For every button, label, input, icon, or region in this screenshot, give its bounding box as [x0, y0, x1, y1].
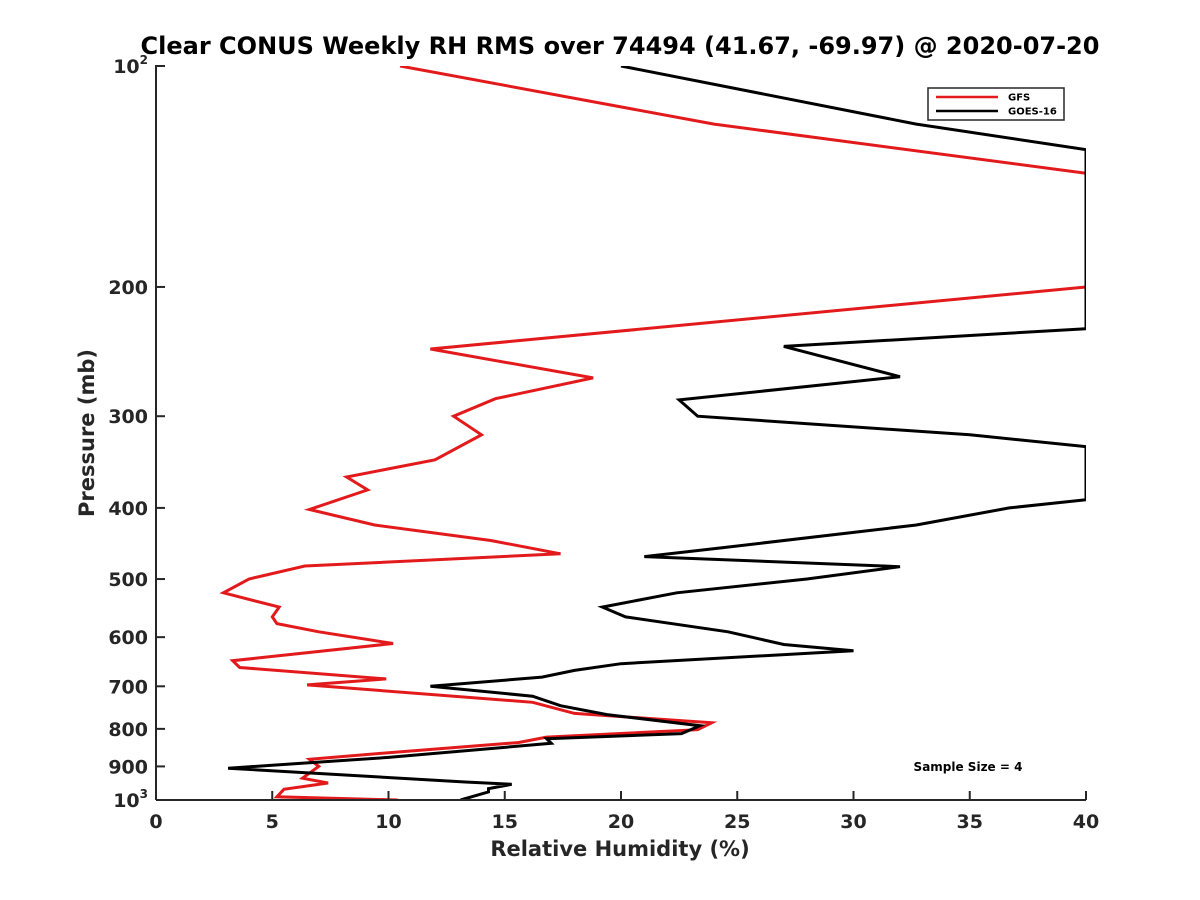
y-tick-base: 10: [113, 56, 139, 78]
y-tick-label: 700: [108, 676, 148, 698]
x-tick-label: 5: [266, 811, 279, 833]
x-tick-label: 10: [375, 811, 401, 833]
x-tick-label: 20: [608, 811, 634, 833]
legend-label-goes-16: GOES-16: [1008, 107, 1057, 118]
y-tick-label: 102: [113, 53, 148, 78]
x-tick-label: 0: [149, 811, 162, 833]
y-tick-label: 600: [108, 627, 148, 649]
sample-size-annotation: Sample Size = 4: [914, 760, 1023, 774]
y-tick-label: 900: [108, 756, 148, 778]
y-tick-exponent: 2: [140, 53, 148, 67]
series-layer: [219, 66, 1086, 800]
y-tick-label: 200: [108, 277, 148, 299]
x-axis-label: Relative Humidity (%): [490, 837, 749, 861]
x-tick-label: 35: [957, 811, 983, 833]
legend-label-gfs: GFS: [1008, 93, 1030, 104]
y-tick-label: 400: [108, 498, 148, 520]
axis-layer: 0 5 10 15 20 25 30 35 40102200300400500600700800…: [108, 53, 1099, 833]
y-tick-label: 103: [113, 787, 148, 812]
series-line-goes-16: [227, 66, 1086, 800]
x-tick-label: 40: [1073, 811, 1099, 833]
y-tick-label: 300: [108, 406, 148, 428]
y-tick-exponent: 3: [140, 787, 148, 801]
y-tick-base: 10: [113, 790, 139, 812]
x-tick-label: 25: [724, 811, 750, 833]
y-tick-label: 500: [108, 569, 148, 591]
y-tick-label: 800: [108, 719, 148, 741]
legend: GFS GOES-16: [927, 87, 1065, 121]
x-tick-label: 30: [840, 811, 866, 833]
chart-title: Clear CONUS Weekly RH RMS over 74494 (41…: [141, 32, 1100, 60]
legend-box: [927, 87, 1065, 121]
series-line-gfs: [219, 66, 1086, 800]
x-tick-label: 15: [492, 811, 518, 833]
y-axis-label: Pressure (mb): [75, 349, 99, 517]
